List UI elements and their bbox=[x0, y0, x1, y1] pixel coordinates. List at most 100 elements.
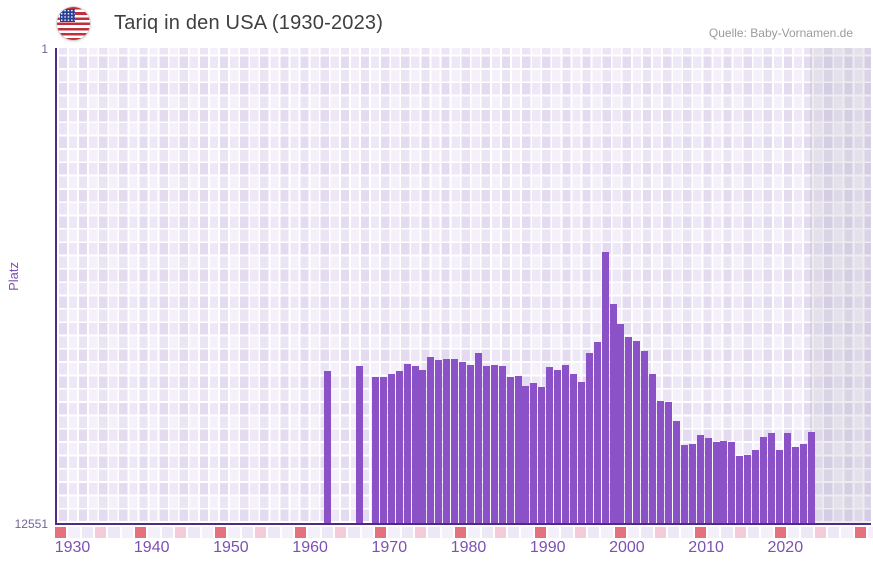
bar-2004[interactable] bbox=[657, 400, 665, 523]
tick-strip-cell bbox=[281, 527, 295, 538]
y-axis-tick-bottom: 12551 bbox=[14, 517, 48, 531]
bar-2020[interactable] bbox=[783, 432, 791, 523]
tick-strip-cell bbox=[828, 527, 842, 538]
bar-1980[interactable] bbox=[467, 364, 474, 523]
bar-2006[interactable] bbox=[672, 421, 680, 523]
half-decade-tick-cell bbox=[734, 527, 749, 538]
tick-strip-cell bbox=[548, 527, 562, 538]
bar-2021[interactable] bbox=[791, 446, 799, 523]
half-decade-tick-cell bbox=[494, 527, 509, 538]
bar-1997[interactable] bbox=[601, 251, 609, 523]
bar-1969[interactable] bbox=[379, 377, 387, 523]
bar-1974[interactable] bbox=[419, 370, 427, 523]
bar-1981[interactable] bbox=[474, 353, 482, 523]
tick-strip-cell bbox=[401, 527, 415, 538]
bar-2015[interactable] bbox=[744, 454, 752, 523]
half-decade-tick-cell bbox=[574, 527, 589, 538]
bar-2007[interactable] bbox=[680, 445, 688, 523]
tick-strip-cell bbox=[161, 527, 175, 538]
x-tick-label-1960: 1960 bbox=[292, 539, 328, 556]
bar-1973[interactable] bbox=[411, 366, 419, 523]
bar-2017[interactable] bbox=[760, 437, 768, 523]
bar-2016[interactable] bbox=[752, 450, 760, 523]
tick-strip-cell bbox=[561, 527, 575, 538]
bar-1990[interactable] bbox=[546, 367, 554, 523]
bar-2001[interactable] bbox=[633, 340, 641, 523]
bar-1987[interactable] bbox=[522, 386, 530, 523]
tick-strip-cell bbox=[788, 527, 802, 538]
tick-strip-cell bbox=[641, 527, 655, 538]
bar-2011[interactable] bbox=[712, 442, 720, 523]
bar-1988[interactable] bbox=[530, 383, 538, 523]
tick-strip-cell bbox=[628, 527, 642, 538]
bar-2005[interactable] bbox=[665, 402, 672, 523]
tick-strip-cell bbox=[708, 527, 722, 538]
bar-2012[interactable] bbox=[720, 440, 728, 523]
bar-1991[interactable] bbox=[554, 370, 562, 523]
bar-1982[interactable] bbox=[482, 366, 490, 523]
bar-1966[interactable] bbox=[356, 366, 364, 523]
bar-2002[interactable] bbox=[641, 351, 649, 523]
bar-1978[interactable] bbox=[451, 359, 459, 523]
x-tick-label-1980: 1980 bbox=[450, 539, 487, 556]
tick-strip-cell bbox=[868, 527, 873, 538]
bar-2008[interactable] bbox=[688, 443, 696, 523]
tick-strip-cell bbox=[241, 527, 255, 538]
decade-tick-cell bbox=[454, 527, 469, 538]
tick-strip-cell bbox=[321, 527, 335, 538]
x-tick-label-2020: 2020 bbox=[767, 539, 804, 556]
bar-1994[interactable] bbox=[577, 381, 585, 523]
bar-1989[interactable] bbox=[538, 386, 546, 523]
bar-1979[interactable] bbox=[459, 361, 467, 523]
tick-strip-cell bbox=[588, 527, 602, 538]
bar-1971[interactable] bbox=[395, 370, 403, 523]
tick-strip-cell bbox=[68, 527, 82, 538]
bar-2014[interactable] bbox=[736, 456, 744, 523]
bar-1972[interactable] bbox=[403, 364, 411, 523]
tick-strip-cell bbox=[481, 527, 495, 538]
bar-2018[interactable] bbox=[767, 432, 775, 523]
bar-1976[interactable] bbox=[435, 359, 443, 523]
bar-1970[interactable] bbox=[387, 373, 395, 523]
bar-1995[interactable] bbox=[585, 353, 593, 523]
bar-1977[interactable] bbox=[443, 359, 451, 523]
tick-strip-cell bbox=[521, 527, 535, 538]
tick-strip-cell bbox=[228, 527, 242, 538]
tick-strip-cell bbox=[508, 527, 522, 538]
bar-1975[interactable] bbox=[427, 356, 435, 523]
bar-2023[interactable] bbox=[807, 432, 815, 523]
tick-strip-cell bbox=[721, 527, 735, 538]
half-decade-tick-cell bbox=[334, 527, 349, 538]
bar-1962[interactable] bbox=[324, 370, 332, 523]
bar-1983[interactable] bbox=[490, 364, 498, 523]
decade-tick-cell bbox=[214, 527, 229, 538]
bar-2009[interactable] bbox=[696, 434, 704, 523]
decade-tick-cell bbox=[534, 527, 549, 538]
bar-2010[interactable] bbox=[704, 437, 712, 523]
decade-tick-cell bbox=[55, 527, 69, 538]
future-region-overlay bbox=[810, 48, 871, 523]
bar-2003[interactable] bbox=[649, 373, 657, 523]
bar-1996[interactable] bbox=[593, 342, 601, 523]
bar-1992[interactable] bbox=[562, 364, 570, 523]
bar-2000[interactable] bbox=[625, 337, 633, 523]
tick-strip-cell bbox=[81, 527, 95, 538]
bar-1968[interactable] bbox=[371, 377, 379, 523]
bar-1993[interactable] bbox=[569, 373, 577, 523]
bar-1999[interactable] bbox=[617, 324, 625, 523]
us-flag-canton bbox=[60, 9, 75, 22]
bar-1984[interactable] bbox=[498, 366, 506, 523]
bar-1985[interactable] bbox=[506, 377, 514, 523]
y-axis-label: Platz bbox=[6, 262, 21, 291]
bar-2019[interactable] bbox=[775, 450, 783, 523]
bar-1998[interactable] bbox=[609, 304, 617, 523]
tick-strip-cell bbox=[108, 527, 122, 538]
bar-2013[interactable] bbox=[728, 442, 736, 523]
bar-2022[interactable] bbox=[799, 443, 807, 523]
bar-1986[interactable] bbox=[514, 375, 522, 523]
tick-strip-cell bbox=[601, 527, 615, 538]
tick-strip-cell bbox=[361, 527, 375, 538]
decade-tick-cell bbox=[854, 527, 869, 538]
decade-tick-cell bbox=[294, 527, 309, 538]
decade-tick-cell bbox=[374, 527, 389, 538]
